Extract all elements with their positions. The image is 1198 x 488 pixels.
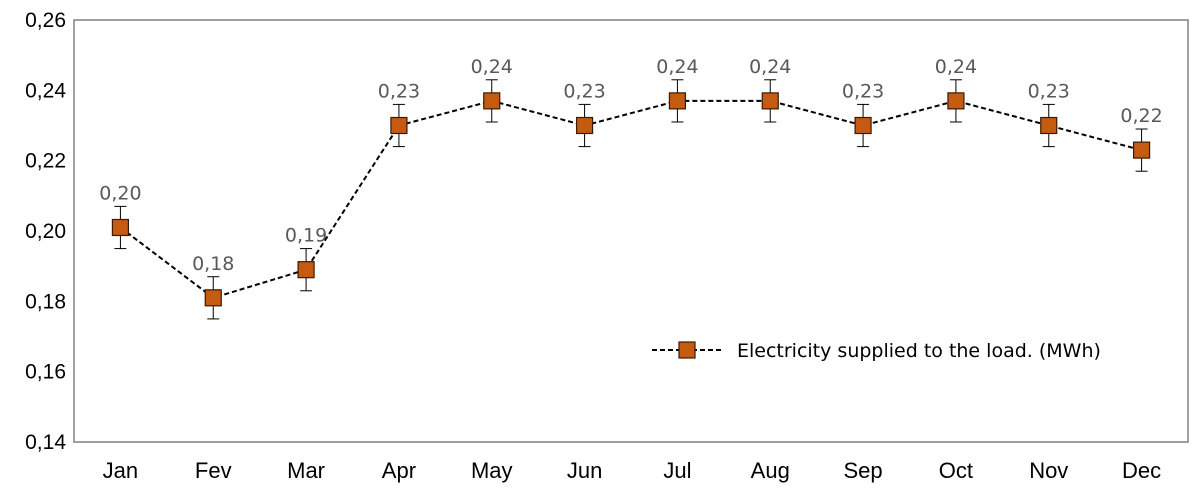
- x-tick-label: May: [471, 458, 513, 483]
- data-label: 0,24: [935, 56, 977, 78]
- data-label: 0,24: [471, 56, 513, 78]
- data-labels: 0,20 0,18 0,19 0,23 0,24 0,23 0,24 0,24 0,23 0,24…: [99, 56, 1162, 275]
- x-tick-label: Nov: [1029, 458, 1068, 483]
- y-axis-ticks: 0,14 0,16 0,18 0,20 0,22 0,24 0,26: [25, 9, 66, 454]
- legend-label: Electricity supplied to the load. (MWh): [737, 340, 1101, 362]
- x-tick-label: Aug: [751, 458, 790, 483]
- data-point-marker: [1040, 116, 1058, 135]
- data-label: 0,24: [656, 56, 698, 78]
- data-label: 0,23: [1028, 81, 1070, 103]
- data-point-marker: [575, 116, 594, 135]
- x-tick-label: Jul: [663, 458, 691, 483]
- y-tick-label: 0,24: [25, 79, 66, 102]
- y-tick-label: 0,20: [25, 220, 66, 243]
- series-markers: [111, 92, 1151, 307]
- error-bars: [114, 79, 1148, 320]
- data-label: 0,22: [1120, 105, 1162, 127]
- y-tick-label: 0,14: [25, 431, 66, 454]
- y-tick-label: 0,16: [25, 361, 66, 384]
- data-label: 0,20: [99, 182, 141, 204]
- x-tick-label: Mar: [287, 458, 325, 483]
- legend: Electricity supplied to the load. (MWh): [652, 340, 1101, 362]
- x-tick-label: Dec: [1122, 458, 1161, 483]
- y-tick-label: 0,18: [25, 290, 66, 313]
- data-point-marker: [297, 261, 315, 279]
- data-label: 0,23: [842, 81, 884, 103]
- x-tick-label: Sep: [844, 458, 883, 483]
- data-point-marker: [854, 116, 872, 135]
- data-point-marker: [483, 92, 501, 110]
- series-line: [119, 99, 1142, 299]
- data-label: 0,24: [749, 56, 791, 78]
- legend-marker-icon: [678, 341, 696, 359]
- x-tick-label: Apr: [382, 458, 416, 483]
- data-point-marker: [761, 92, 779, 110]
- data-point-marker: [947, 92, 965, 110]
- data-label: 0,23: [378, 81, 420, 103]
- x-tick-label: Jun: [567, 458, 602, 483]
- plot-area-frame: [73, 19, 1189, 443]
- x-axis-ticks: Jan Fev Mar Apr May Jun Jul Aug Sep Oct Nov Dec: [103, 458, 1161, 483]
- data-point-marker: [1132, 141, 1151, 159]
- x-tick-label: Oct: [939, 458, 973, 483]
- data-label: 0,19: [285, 225, 327, 247]
- data-label: 0,23: [563, 81, 605, 103]
- data-point-marker: [204, 289, 222, 307]
- data-point-marker: [111, 218, 130, 237]
- data-point-marker: [668, 92, 687, 110]
- x-tick-label: Fev: [195, 458, 232, 483]
- data-point-marker: [390, 116, 408, 135]
- y-tick-label: 0,26: [25, 9, 66, 32]
- x-tick-label: Jan: [103, 458, 138, 483]
- y-tick-label: 0,22: [25, 150, 66, 173]
- data-label: 0,18: [192, 253, 234, 275]
